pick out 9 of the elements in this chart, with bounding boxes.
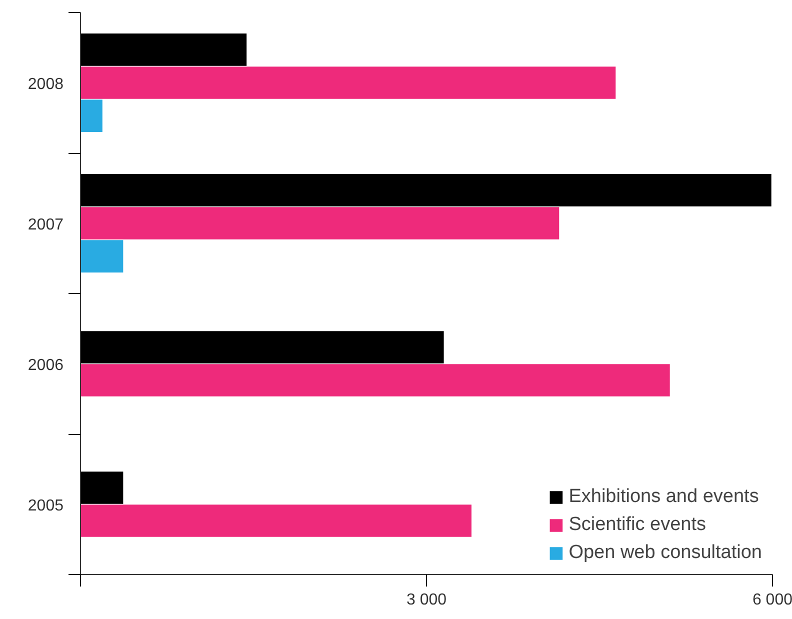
x-tick-label: 3 000 <box>406 592 447 608</box>
y-tick-label: 2005 <box>28 497 64 514</box>
y-tick-label: 2008 <box>28 76 64 93</box>
y-tick-label: 2006 <box>28 356 64 374</box>
legend-label: Open web consultation <box>568 542 762 564</box>
x-tick-label: 6 000 <box>752 592 792 608</box>
legend-label: Scientific events <box>568 514 706 536</box>
y-tick-label: 2007 <box>28 216 64 234</box>
legend-label: Exhibitions and events <box>568 486 759 508</box>
